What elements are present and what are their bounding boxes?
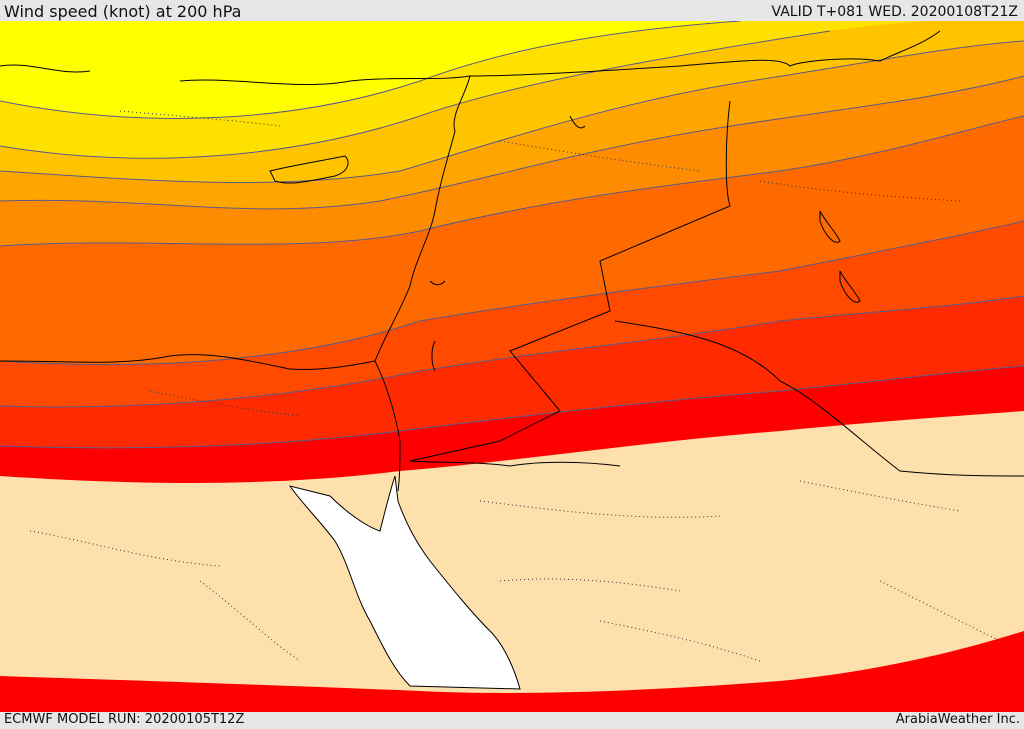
map-title: Wind speed (knot) at 200 hPa	[4, 2, 242, 21]
band-low	[0, 411, 1024, 712]
wind-speed-map	[0, 21, 1024, 712]
credit-text: ArabiaWeather Inc.	[895, 712, 1020, 727]
red-sea	[288, 475, 521, 690]
valid-time: VALID T+081 WED. 20200108T21Z	[771, 4, 1018, 20]
header-bar: Wind speed (knot) at 200 hPa VALID T+081…	[0, 0, 1024, 21]
borders	[0, 30, 1024, 492]
internal-boundaries	[29, 110, 1001, 662]
band-south-red	[0, 631, 1024, 712]
footer-bar: ECMWF MODEL RUN: 20200105T12Z ArabiaWeat…	[0, 712, 1024, 729]
model-run: ECMWF MODEL RUN: 20200105T12Z	[4, 712, 245, 727]
